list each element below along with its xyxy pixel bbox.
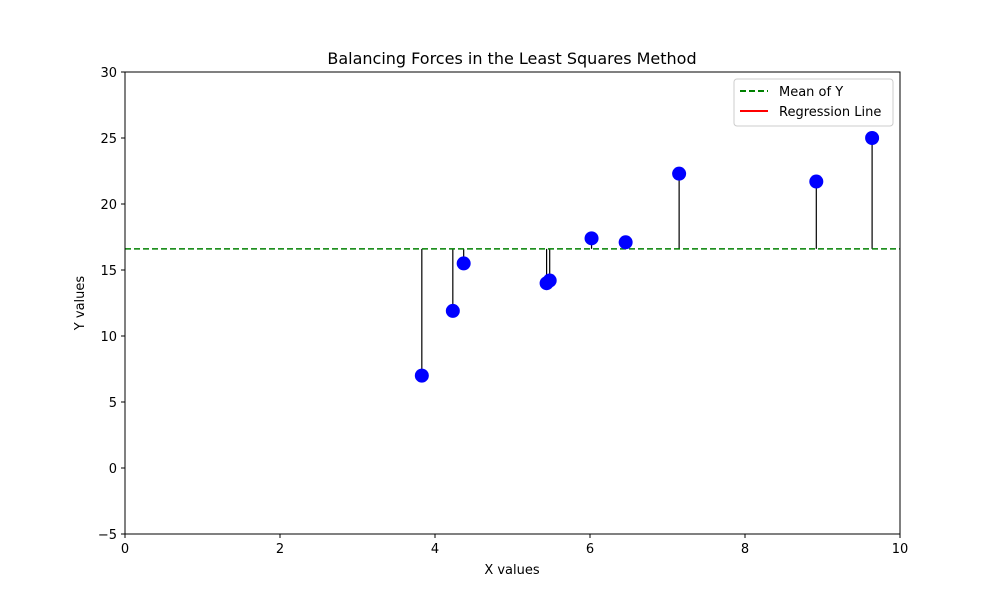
legend: Mean of Y Regression Line — [733, 78, 894, 127]
x-tick-label: 10 — [892, 542, 909, 557]
y-axis-label: Y values — [73, 276, 88, 332]
axes-frame — [124, 71, 901, 535]
legend-mean-label: Mean of Y — [779, 85, 843, 100]
plot-layer: 0 2 4 6 8 10 −5 0 5 10 15 20 25 30 — [98, 66, 908, 557]
data-point — [456, 256, 471, 271]
data-point — [584, 231, 599, 246]
x-tick-label: 8 — [741, 542, 749, 557]
x-tick-label: 4 — [431, 542, 439, 557]
data-point — [672, 166, 687, 181]
y-tick-label: 15 — [100, 264, 117, 279]
y-tick-label: 30 — [100, 66, 117, 81]
x-axis-label: X values — [484, 563, 540, 578]
y-tick-label: 20 — [100, 198, 117, 213]
plot-area — [125, 72, 900, 534]
legend-regression-label: Regression Line — [779, 105, 881, 120]
data-point — [542, 273, 557, 288]
y-tick-label: 25 — [100, 132, 117, 147]
data-point — [809, 174, 824, 189]
y-tick-label: 0 — [109, 462, 117, 477]
data-point — [865, 131, 880, 145]
y-tick-label: −5 — [98, 528, 117, 543]
legend-frame — [733, 78, 894, 127]
x-tick-label: 2 — [276, 542, 284, 557]
data-point — [618, 235, 633, 250]
data-point — [445, 303, 460, 318]
chart-title: Balancing Forces in the Least Squares Me… — [327, 49, 696, 68]
data-point — [414, 368, 429, 383]
y-tick-label: 5 — [109, 396, 117, 411]
x-tick-label: 0 — [121, 542, 129, 557]
y-tick-label: 10 — [100, 330, 117, 345]
x-tick-label: 6 — [586, 542, 594, 557]
